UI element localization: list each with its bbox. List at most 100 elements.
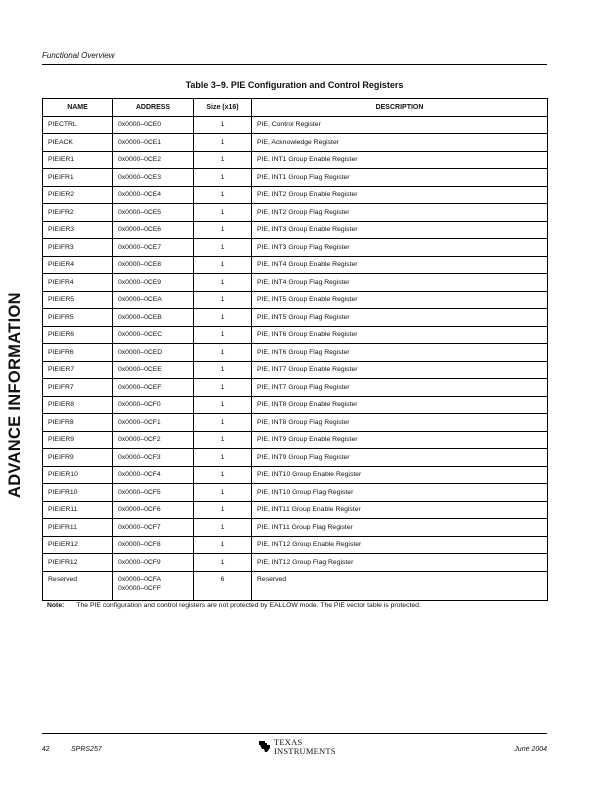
table-row: PIEIFR8 0x0000–0CF1 1 PIE, INT8 Group Flag … <box>42 413 548 432</box>
cell-size: 1 <box>193 115 252 134</box>
table-row: PIEIER1 0x0000–0CE2 1 PIE, INT1 Group Enabl… <box>42 150 548 169</box>
cell-size: 1 <box>193 483 252 502</box>
table-row: PIEIER8 0x0000–0CF0 1 PIE, INT8 Group Enabl… <box>42 395 548 414</box>
cell-name: PIEIER6 <box>42 325 113 344</box>
cell-size: 1 <box>193 448 252 467</box>
section-header: Functional Overview <box>42 51 115 60</box>
col-description: DESCRIPTION <box>251 98 548 117</box>
cell-name: PIEIER4 <box>42 255 113 274</box>
cell-size: 1 <box>193 273 252 292</box>
cell-address: 0x0000–0CF2 <box>112 430 194 449</box>
register-table: NAME ADDRESS Size (x16) DESCRIPTION PIEC… <box>42 98 548 601</box>
cell-description: PIE, INT3 Group Enable Register <box>251 220 548 239</box>
table-row: PIEIER2 0x0000–0CE4 1 PIE, INT2 Group Enabl… <box>42 185 548 204</box>
footer-rule <box>42 733 547 734</box>
cell-address: 0x0000–0CF7 <box>112 518 194 537</box>
cell-size: 1 <box>193 325 252 344</box>
table-row: PIECTRL 0x0000–0CE0 1 PIE, Control Register <box>42 115 548 134</box>
logo-line1: TEXAS <box>274 737 303 747</box>
cell-size: 1 <box>193 168 252 187</box>
col-address: ADDRESS <box>112 98 194 117</box>
cell-description: Reserved <box>251 570 548 601</box>
document-id: SPRS257 <box>71 746 102 753</box>
cell-description: PIE, INT5 Group Enable Register <box>251 290 548 309</box>
cell-size: 1 <box>193 185 252 204</box>
cell-description: PIE, INT11 Group Flag Register <box>251 518 548 537</box>
cell-name: PIEIER5 <box>42 290 113 309</box>
cell-name: PIECTRL <box>42 115 113 134</box>
table-row: PIEACK 0x0000–0CE1 1 PIE, Acknowledge Regis… <box>42 133 548 152</box>
cell-size: 1 <box>193 553 252 572</box>
cell-description: PIE, INT3 Group Flag Register <box>251 238 548 257</box>
cell-size: 1 <box>193 203 252 222</box>
cell-description: PIE, INT4 Group Enable Register <box>251 255 548 274</box>
page-number: 42 <box>42 746 50 753</box>
cell-size: 1 <box>193 343 252 362</box>
cell-size: 6 <box>193 570 252 601</box>
cell-name: PIEIER1 <box>42 150 113 169</box>
cell-size: 1 <box>193 290 252 309</box>
table-row: PIEIFR7 0x0000–0CEF 1 PIE, INT7 Group Flag … <box>42 378 548 397</box>
cell-size: 1 <box>193 378 252 397</box>
table-row: PIEIFR11 0x0000–0CF7 1 PIE, INT11 Group Fla… <box>42 518 548 537</box>
cell-description: PIE, INT2 Group Flag Register <box>251 203 548 222</box>
table-row: PIEIER12 0x0000–0CF8 1 PIE, INT12 Group Ena… <box>42 535 548 554</box>
table-row: PIEIER3 0x0000–0CE6 1 PIE, INT3 Group Enabl… <box>42 220 548 239</box>
cell-description: PIE, INT10 Group Flag Register <box>251 483 548 502</box>
ti-logo: TEXAS INSTRUMENTS <box>258 738 336 755</box>
cell-description: PIE, INT9 Group Flag Register <box>251 448 548 467</box>
address-end: 0x0000–0CFF <box>118 584 162 592</box>
cell-size: 1 <box>193 133 252 152</box>
cell-address: 0x0000–0CE5 <box>112 203 194 222</box>
cell-address: 0x0000–0CED <box>112 343 194 362</box>
cell-address: 0x0000–0CF6 <box>112 500 194 519</box>
cell-description: PIE, INT7 Group Flag Register <box>251 378 548 397</box>
cell-address: 0x0000–0CF8 <box>112 535 194 554</box>
table-row: PIEIFR4 0x0000–0CE9 1 PIE, INT4 Group Flag … <box>42 273 548 292</box>
cell-name: PIEIER9 <box>42 430 113 449</box>
cell-name: PIEIFR3 <box>42 238 113 257</box>
cell-description: PIE, INT12 Group Flag Register <box>251 553 548 572</box>
cell-address: 0x0000–0CF5 <box>112 483 194 502</box>
cell-description: PIE, INT5 Group Flag Register <box>251 308 548 327</box>
table-row: PIEIFR2 0x0000–0CE5 1 PIE, INT2 Group Flag … <box>42 203 548 222</box>
cell-name: PIEIER12 <box>42 535 113 554</box>
cell-description: PIE, Control Register <box>251 115 548 134</box>
cell-address: 0x0000–0CF4 <box>112 465 194 484</box>
cell-description: PIE, INT8 Group Flag Register <box>251 413 548 432</box>
cell-size: 1 <box>193 500 252 519</box>
cell-description: PIE, INT10 Group Enable Register <box>251 465 548 484</box>
cell-name: PIEIFR5 <box>42 308 113 327</box>
table-row: PIEIFR3 0x0000–0CE7 1 PIE, INT3 Group Flag … <box>42 238 548 257</box>
cell-address: 0x0000–0CE9 <box>112 273 194 292</box>
table-row: PIEIFR6 0x0000–0CED 1 PIE, INT6 Group Flag … <box>42 343 548 362</box>
cell-address: 0x0000–0CE7 <box>112 238 194 257</box>
cell-description: PIE, INT12 Group Enable Register <box>251 535 548 554</box>
cell-size: 1 <box>193 220 252 239</box>
cell-name: PIEIFR9 <box>42 448 113 467</box>
publish-date: June 2004 <box>514 746 547 753</box>
table-row: PIEIER6 0x0000–0CEC 1 PIE, INT6 Group Enabl… <box>42 325 548 344</box>
cell-size: 1 <box>193 150 252 169</box>
cell-size: 1 <box>193 255 252 274</box>
cell-name: PIEIFR7 <box>42 378 113 397</box>
cell-size: 1 <box>193 360 252 379</box>
cell-address: 0x0000–0CE1 <box>112 133 194 152</box>
cell-name: PIEIER8 <box>42 395 113 414</box>
cell-address: 0x0000–0CFA 0x0000–0CFF <box>112 570 194 601</box>
cell-address: 0x0000–0CEF <box>112 378 194 397</box>
cell-description: PIE, Acknowledge Register <box>251 133 548 152</box>
cell-description: PIE, INT4 Group Flag Register <box>251 273 548 292</box>
table-row: PIEIFR5 0x0000–0CEB 1 PIE, INT5 Group Flag … <box>42 308 548 327</box>
cell-name: PIEIER7 <box>42 360 113 379</box>
cell-name: PIEIFR4 <box>42 273 113 292</box>
cell-size: 1 <box>193 430 252 449</box>
col-size: Size (x16) <box>193 98 252 117</box>
cell-address: 0x0000–0CEE <box>112 360 194 379</box>
cell-name: PIEIER10 <box>42 465 113 484</box>
cell-description: PIE, INT9 Group Enable Register <box>251 430 548 449</box>
table-row: PIEIER10 0x0000–0CF4 1 PIE, INT10 Group Ena… <box>42 465 548 484</box>
cell-size: 1 <box>193 518 252 537</box>
header-rule <box>42 64 547 65</box>
cell-name: PIEIER11 <box>42 500 113 519</box>
